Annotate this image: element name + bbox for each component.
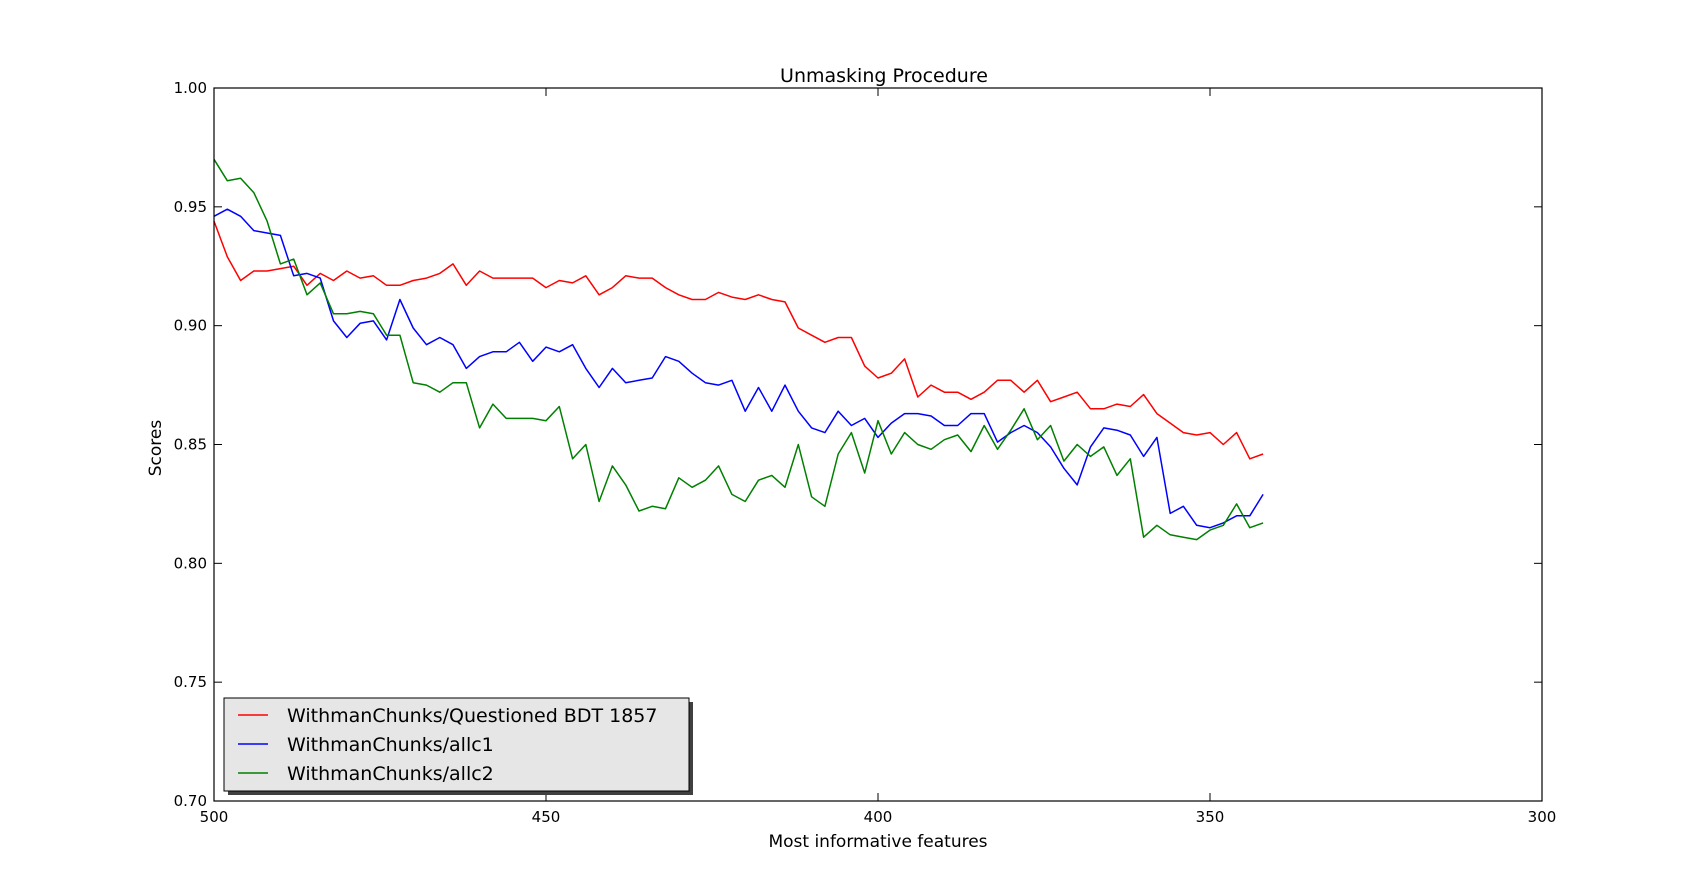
y-tick-label: 0.90 (174, 317, 207, 335)
x-tick-label: 400 (864, 808, 893, 826)
series-line-3 (213, 158, 1264, 541)
chart-title: Unmasking Procedure (780, 65, 988, 87)
x-tick-label: 300 (1528, 808, 1557, 826)
y-tick-label: 0.80 (174, 554, 207, 572)
y-axis-label: Scores (146, 420, 166, 477)
y-tick-label: 1.00 (174, 79, 207, 97)
legend-label-3: WithmanChunks/allc2 (287, 763, 494, 785)
ticks-layer: 500 450 400 350 300 0.70 0.75 0.80 0.85 0.90 0.95 1… (174, 79, 1557, 826)
x-tick-label: 500 (200, 808, 229, 826)
legend-label-1: WithmanChunks/Questioned BDT 1857 (287, 705, 657, 727)
x-tick-label: 350 (1196, 808, 1225, 826)
legend-box (223, 697, 690, 792)
series-line-2 (213, 208, 1264, 529)
y-tick-label: 0.85 (174, 436, 207, 454)
x-axis-label: Most informative features (768, 832, 987, 852)
y-tick-label: 0.95 (174, 198, 207, 216)
x-tick-label: 450 (532, 808, 561, 826)
legend: WithmanChunks/Questioned BDT 1857 Withman… (223, 697, 693, 795)
series-layer (213, 158, 1264, 541)
legend-label-2: WithmanChunks/allc1 (287, 734, 494, 756)
y-tick-label: 0.70 (174, 792, 207, 810)
series-line-1 (213, 220, 1264, 460)
plot-area-frame (213, 87, 1543, 802)
y-tick-label: 0.75 (174, 673, 207, 691)
